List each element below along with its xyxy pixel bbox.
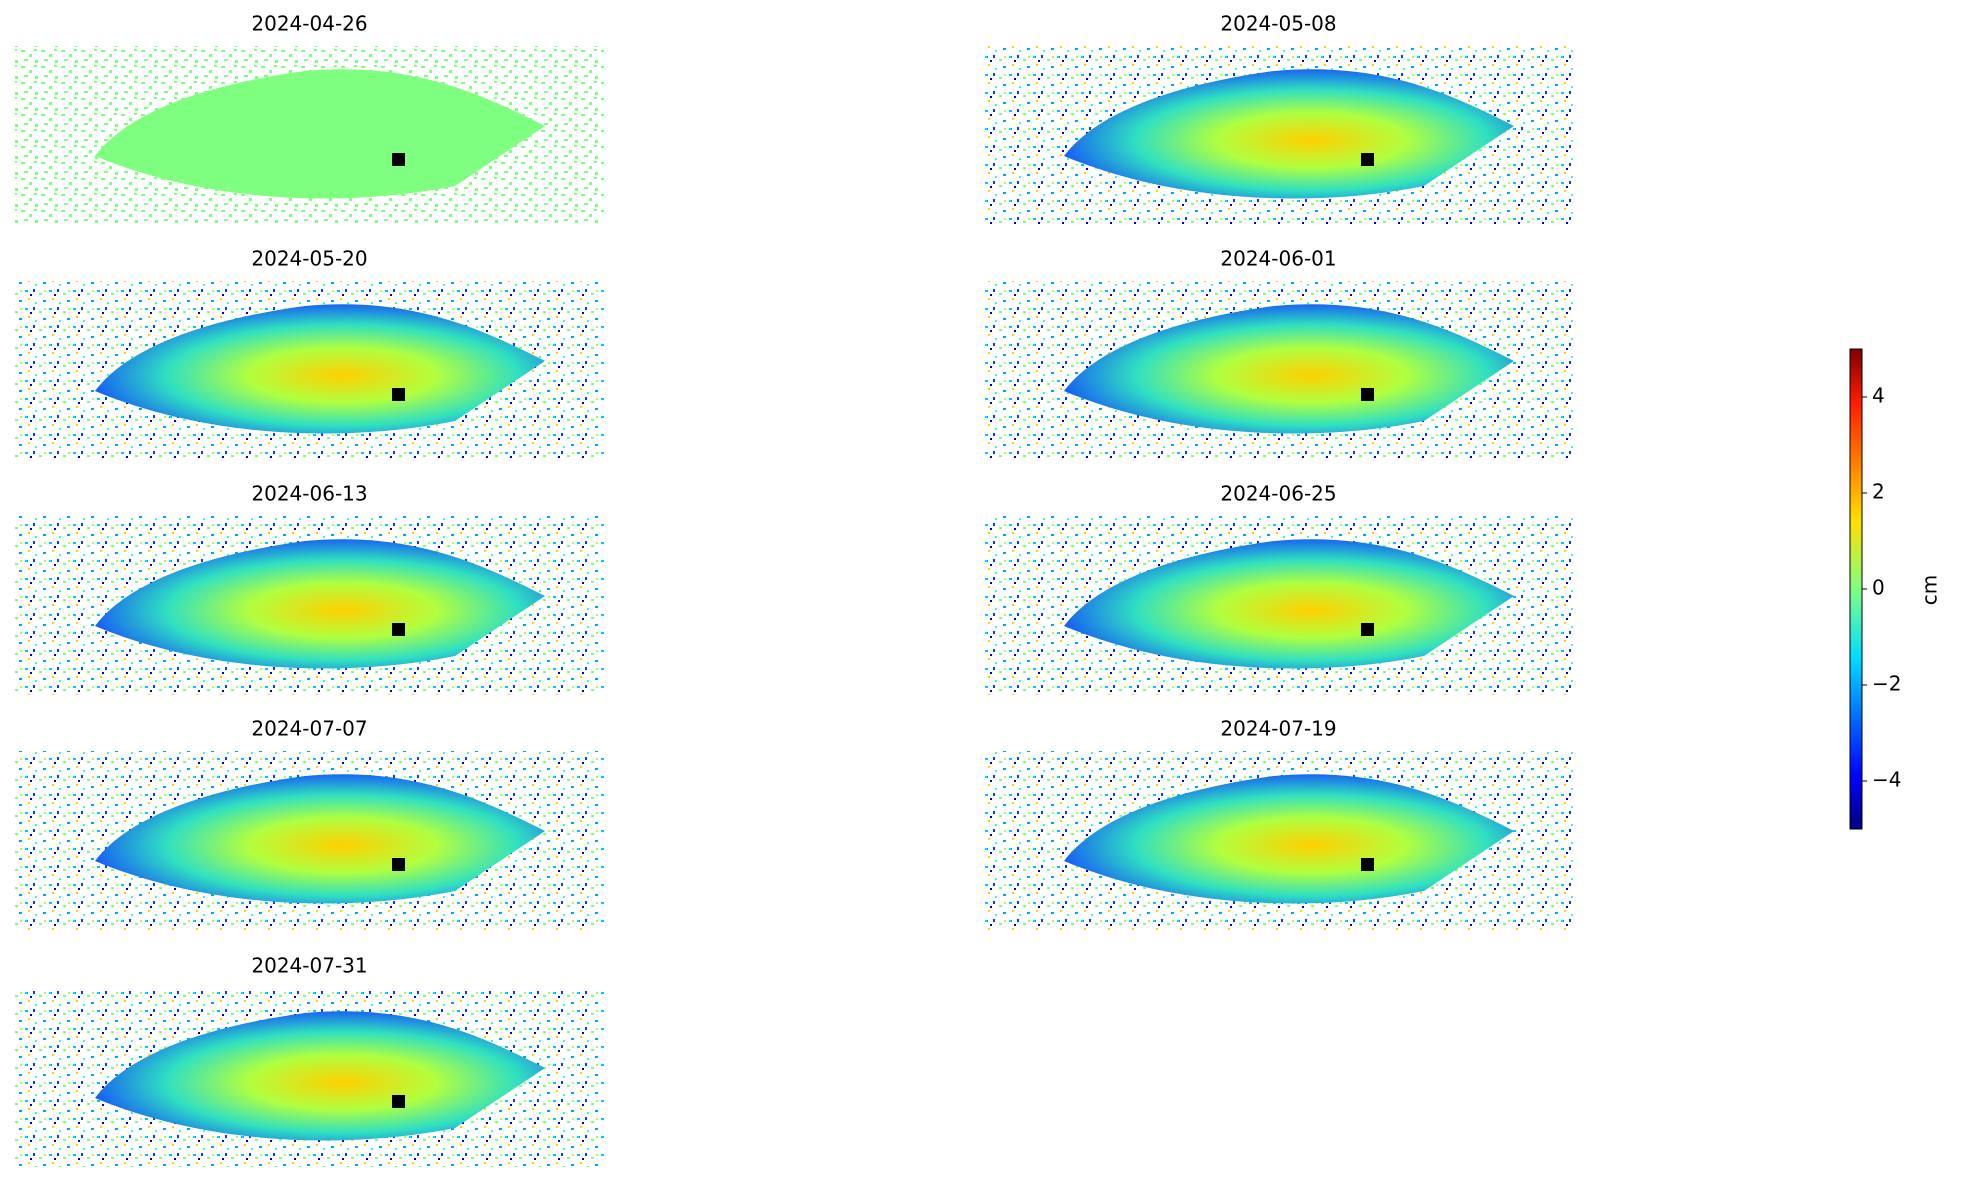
panel-title: 2024-06-13 xyxy=(251,482,367,506)
map-panel: 2024-05-08 xyxy=(984,12,1573,225)
map-panel: 2024-05-20 xyxy=(15,247,604,460)
map-panel: 2024-06-25 xyxy=(984,482,1573,695)
colorbar-tick-label: −2 xyxy=(1872,672,1901,696)
map-region xyxy=(95,539,545,669)
colorbar-tick-label: 2 xyxy=(1872,480,1885,504)
colorbar xyxy=(1849,348,1863,830)
colorbar-tick-label: −4 xyxy=(1872,768,1901,792)
reference-point xyxy=(392,153,405,166)
map-region xyxy=(95,304,545,434)
panel-title: 2024-07-07 xyxy=(251,717,367,741)
map-panel: 2024-07-31 xyxy=(15,954,604,1167)
reference-point xyxy=(392,623,405,636)
map-region xyxy=(1064,304,1514,434)
map-region xyxy=(95,1011,545,1141)
reference-point xyxy=(392,388,405,401)
reference-point xyxy=(1361,623,1374,636)
panel-title: 2024-05-08 xyxy=(1220,12,1336,36)
map-region xyxy=(1064,69,1514,199)
map-panel: 2024-07-19 xyxy=(984,717,1573,930)
colorbar-tick-label: 0 xyxy=(1872,576,1885,600)
map-region xyxy=(1064,539,1514,669)
reference-point xyxy=(392,1095,405,1108)
colorbar-tick-label: 4 xyxy=(1872,384,1885,408)
panel-title: 2024-07-31 xyxy=(251,954,367,978)
map-region xyxy=(1064,774,1514,904)
reference-point xyxy=(392,858,405,871)
reference-point xyxy=(1361,153,1374,166)
map-panel: 2024-06-01 xyxy=(984,247,1573,460)
map-region xyxy=(95,774,545,904)
map-panel: 2024-04-26 xyxy=(15,12,604,225)
panel-title: 2024-04-26 xyxy=(251,12,367,36)
reference-point xyxy=(1361,388,1374,401)
map-region xyxy=(95,69,545,199)
panel-title: 2024-05-20 xyxy=(251,247,367,271)
panel-title: 2024-06-25 xyxy=(1220,482,1336,506)
panel-title: 2024-06-01 xyxy=(1220,247,1336,271)
panel-title: 2024-07-19 xyxy=(1220,717,1336,741)
map-panel: 2024-06-13 xyxy=(15,482,604,695)
colorbar-label: cm xyxy=(1918,575,1942,605)
map-panel: 2024-07-07 xyxy=(15,717,604,930)
reference-point xyxy=(1361,858,1374,871)
